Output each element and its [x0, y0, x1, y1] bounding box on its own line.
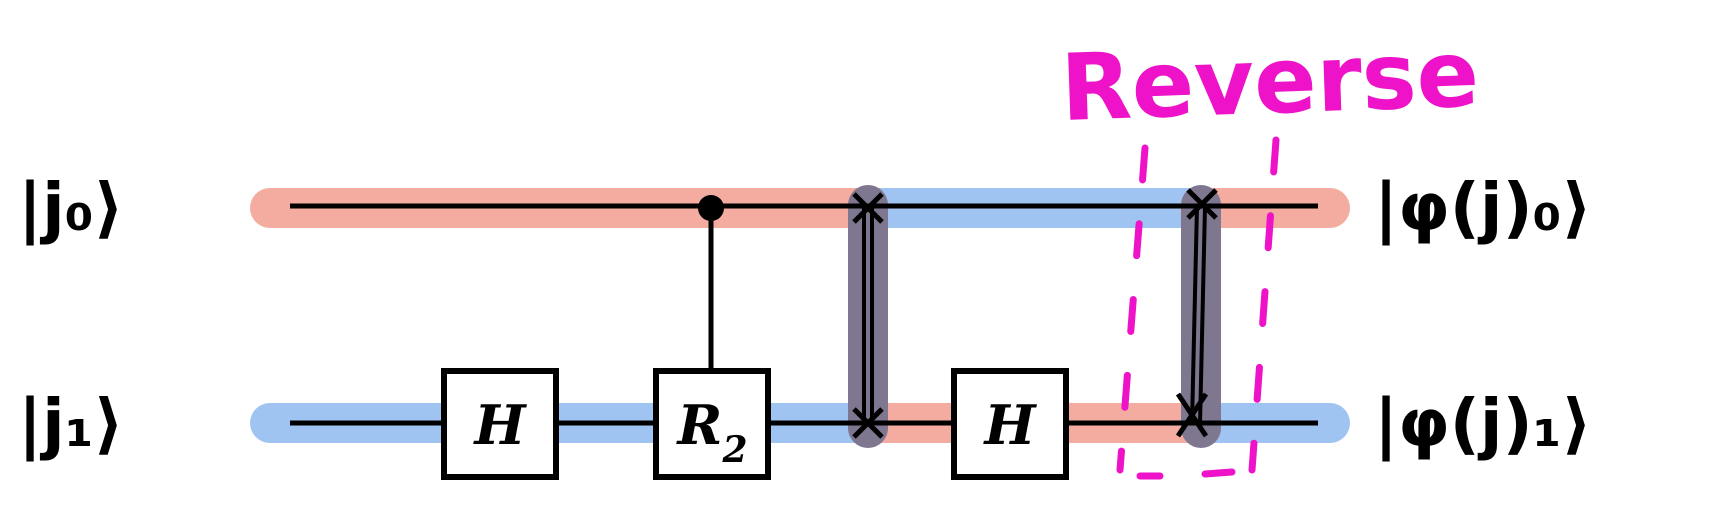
- reverse-dashed-box: [1116, 136, 1280, 480]
- h-gate-1: [441, 368, 559, 480]
- swap2-line-a: [1190, 205, 1199, 425]
- swap2-top-cross: [1186, 188, 1218, 220]
- input-label-q1: |j₁⟩: [18, 385, 124, 463]
- r2-gate-subscript: 2: [721, 429, 747, 471]
- swap1-top-cross: [852, 192, 884, 224]
- r2-gate-label: R: [676, 393, 723, 457]
- h-gate-2: [951, 368, 1069, 480]
- r2-gate: [653, 368, 771, 480]
- reverse-annotation: Reverse: [1059, 20, 1481, 142]
- swap2-bottom-cross: [1175, 392, 1209, 438]
- output-label-q1: |φ(j)₁⟩: [1374, 385, 1592, 463]
- h-gate-2-label: H: [982, 393, 1037, 457]
- swap2-line-b: [1198, 205, 1207, 425]
- input-label-q0: |j₀⟩: [18, 169, 124, 247]
- output-label-q0: |φ(j)₀⟩: [1374, 169, 1592, 247]
- h-gate-1-label: H: [472, 393, 527, 457]
- swap1-bottom-cross: [852, 407, 884, 439]
